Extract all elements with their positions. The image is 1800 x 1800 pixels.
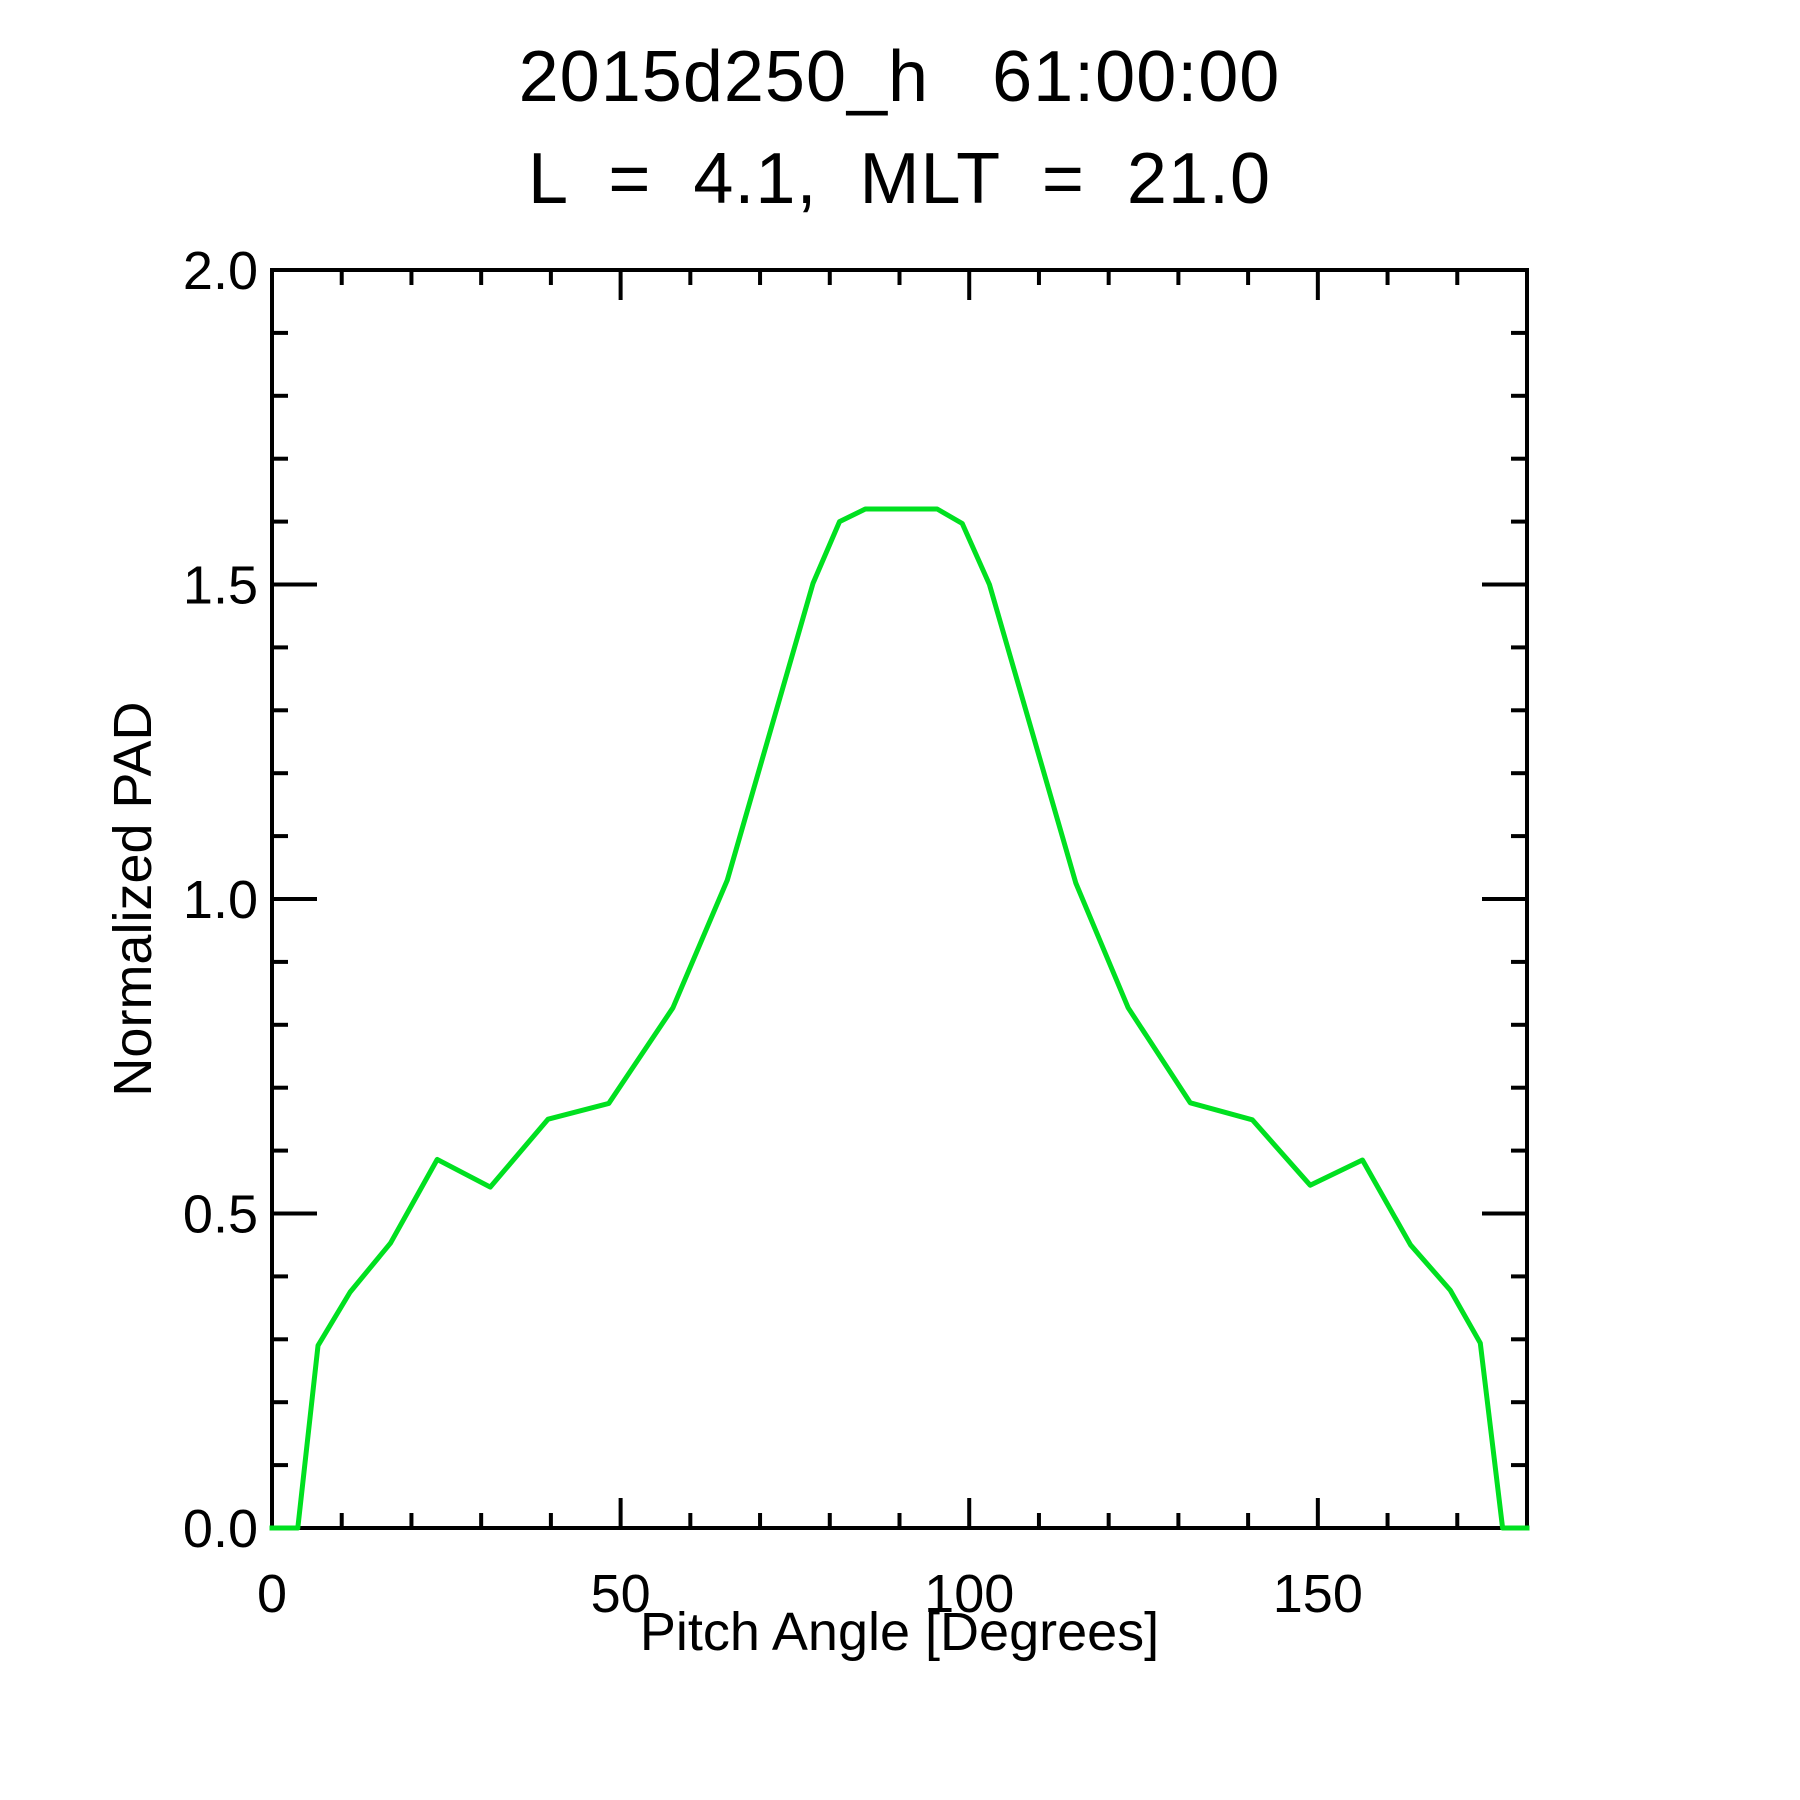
- axis-tick-labels: 0 50 100 150 0.0 0.5 1.0 1.5 2.0: [183, 241, 1363, 1624]
- x-axis-label: Pitch Angle [Degrees]: [639, 1602, 1160, 1662]
- chart-subtitle: L = 4.1, MLT = 21.0: [527, 139, 1272, 219]
- y-tick-label: 1.0: [183, 870, 258, 930]
- x-tick-label: 50: [591, 1564, 651, 1624]
- chart-title: 2015d250_h 61:00:00: [518, 37, 1281, 117]
- x-tick-label: 150: [1273, 1564, 1363, 1624]
- pad-curve: [269, 506, 1530, 1531]
- y-tick-label: 0.0: [183, 1499, 258, 1559]
- plot-frame: [270, 268, 1529, 1530]
- y-tick-label: 0.5: [183, 1185, 258, 1245]
- y-tick-label: 2.0: [183, 241, 258, 301]
- x-tick-label: 100: [924, 1564, 1014, 1624]
- y-tick-label: 1.5: [183, 556, 258, 616]
- axis-ticks: [270, 270, 1527, 1528]
- x-tick-label: 0: [257, 1564, 287, 1624]
